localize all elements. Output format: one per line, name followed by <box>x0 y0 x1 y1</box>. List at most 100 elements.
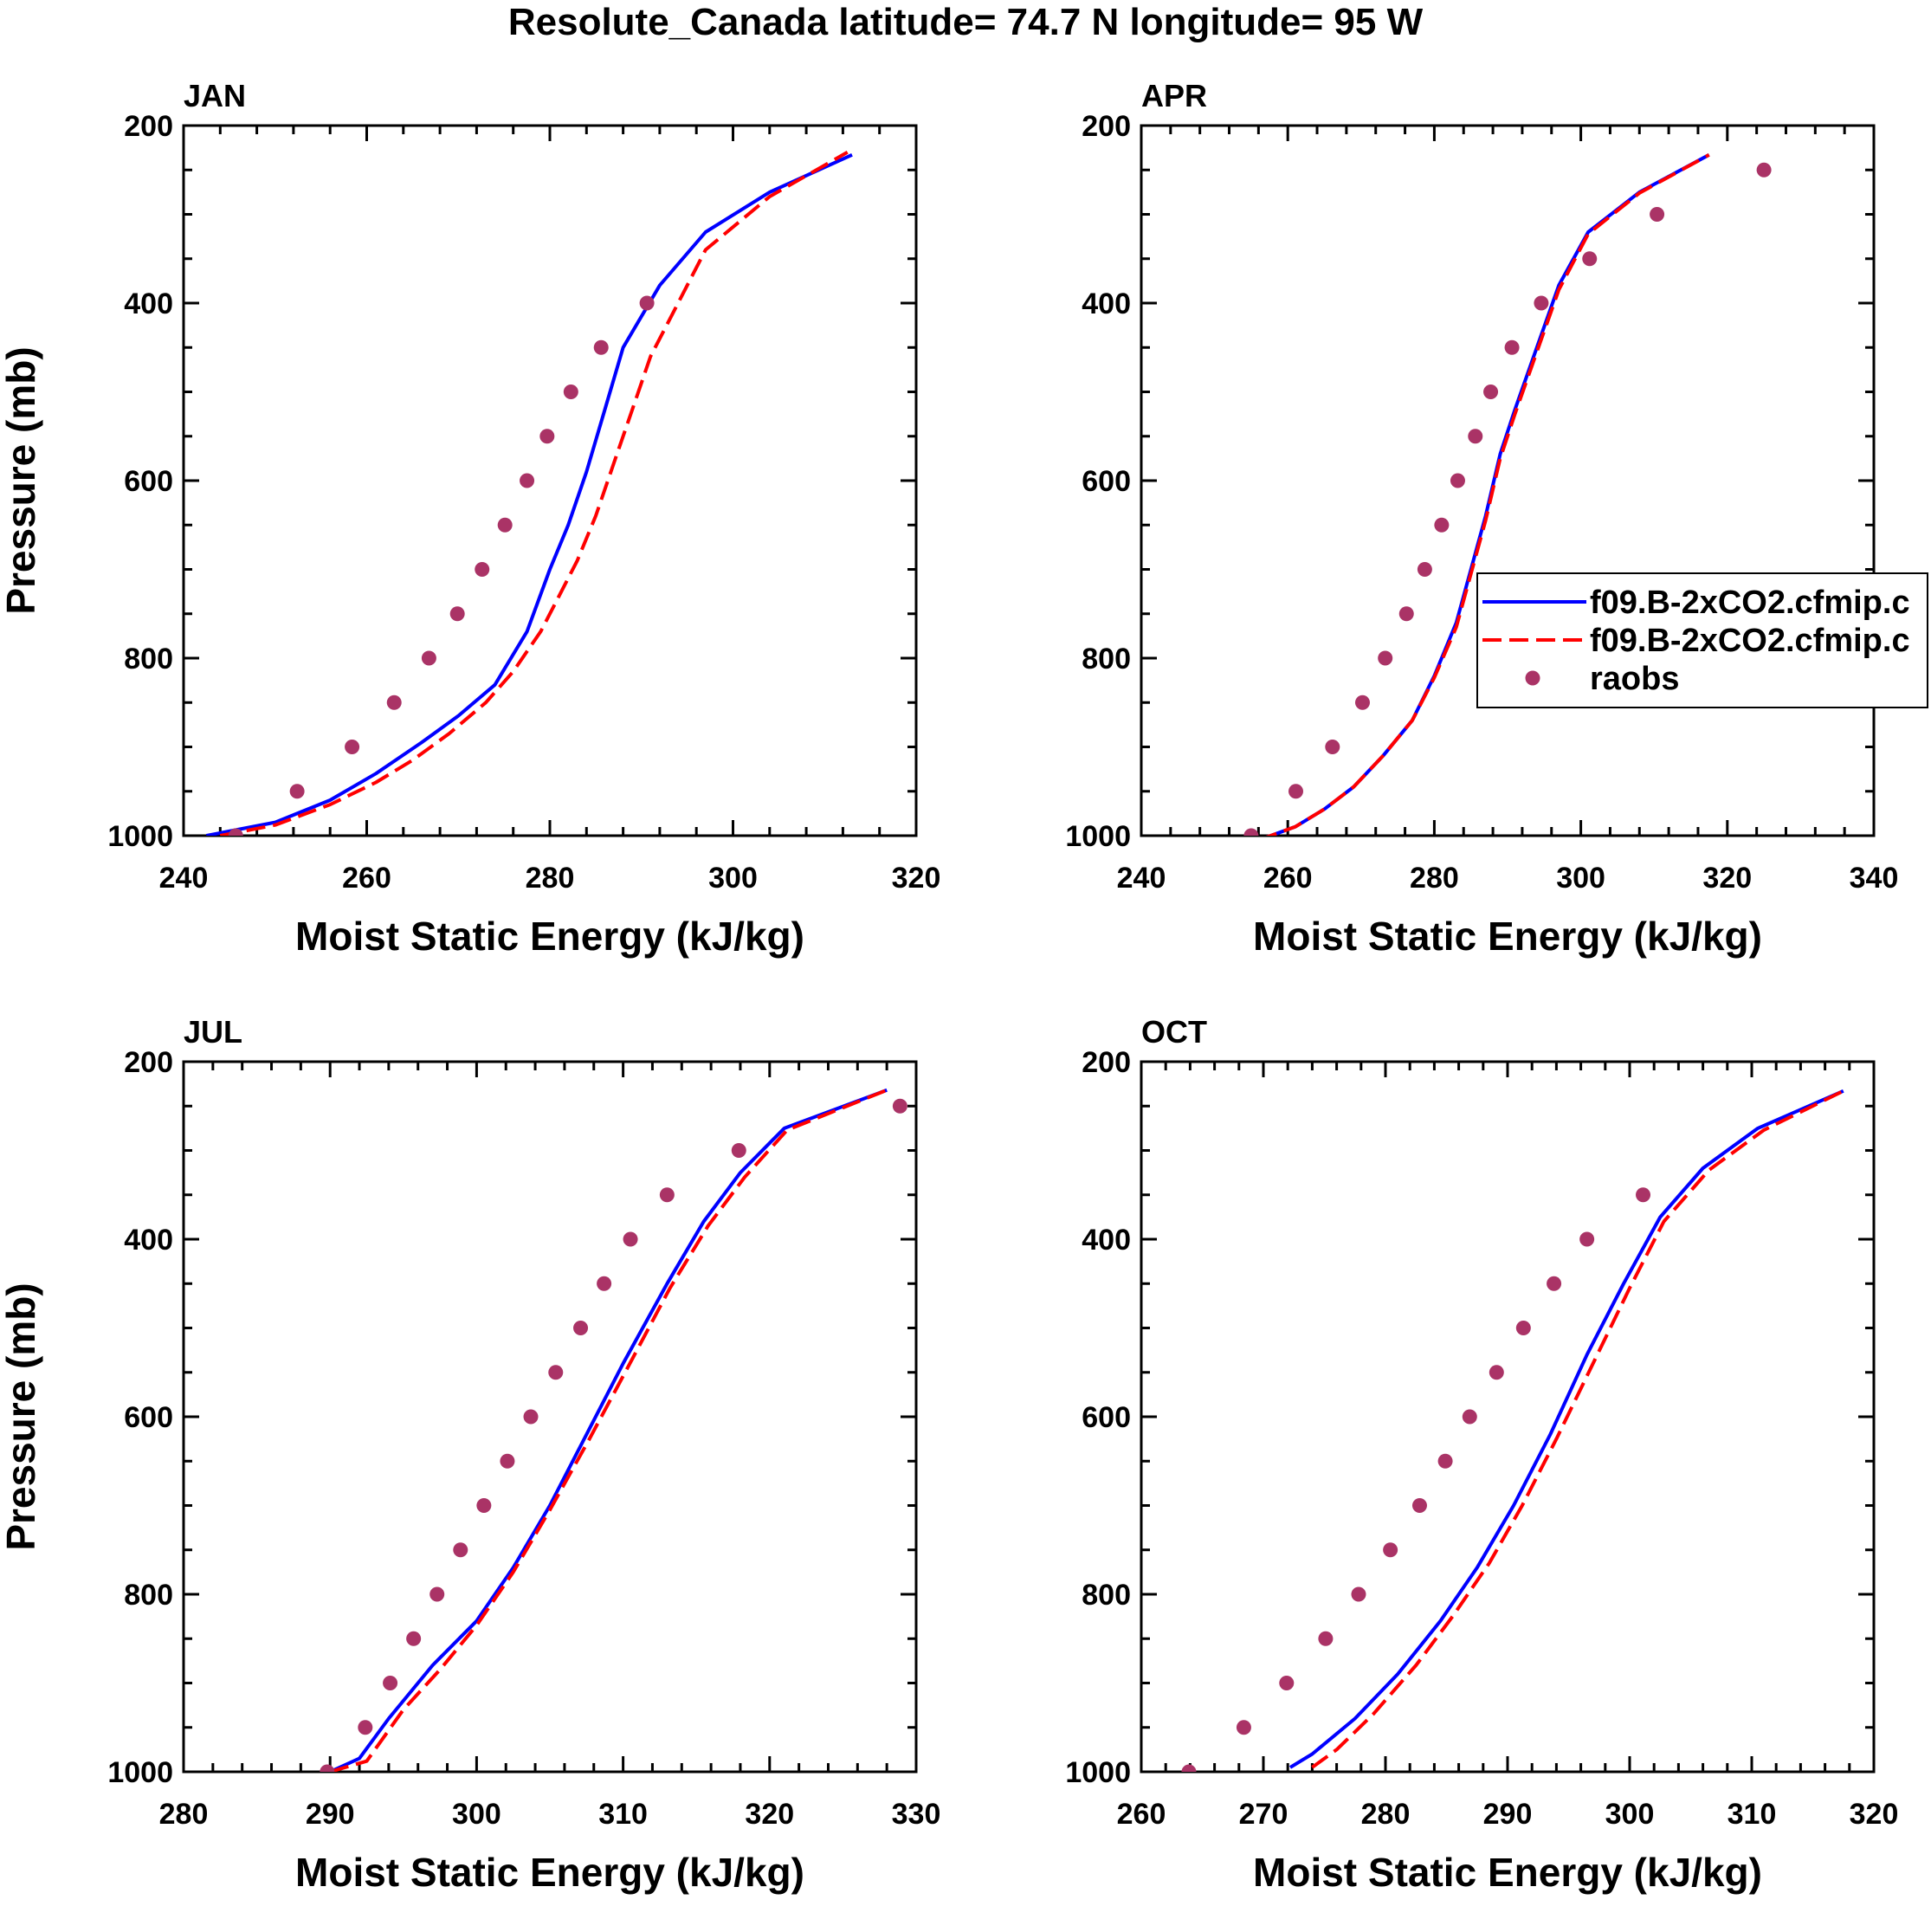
chart-panel-oct: 260 270 280 290 300 310 320 200 400 600 800 1000 OCT… <box>1065 1014 1898 1895</box>
raobs-point <box>1398 606 1414 622</box>
series-line-solid <box>206 152 853 836</box>
raobs-point <box>476 1498 492 1513</box>
x-tick-label: 320 <box>745 1798 794 1831</box>
raobs-point <box>1411 1498 1427 1513</box>
legend-label: raobs <box>1590 661 1679 697</box>
y-tick-label: 1000 <box>107 820 173 853</box>
raobs-point <box>1547 1276 1562 1291</box>
y-axis-label: Pressure (mb) <box>0 1283 43 1550</box>
x-tick-label: 280 <box>1410 862 1459 895</box>
y-tick-label: 800 <box>124 643 173 675</box>
x-tick-label: 340 <box>1850 862 1899 895</box>
series-group <box>1243 153 1772 836</box>
raobs-point <box>358 1720 373 1735</box>
x-tick-label: 320 <box>892 862 941 895</box>
raobs-point <box>1515 1321 1531 1335</box>
y-tick-label: 600 <box>1082 1401 1131 1434</box>
y-tick-label: 200 <box>124 110 173 143</box>
raobs-point <box>1417 562 1432 577</box>
x-tick-label: 260 <box>1117 1798 1166 1831</box>
raobs-point <box>520 473 535 488</box>
chart-panel-apr: 240 260 280 300 320 340 200 400 600 800 1000 APR Moi… <box>1065 78 1898 959</box>
raobs-point <box>659 1187 675 1203</box>
series-group <box>1181 1089 1844 1772</box>
y-tick-label: 600 <box>124 465 173 498</box>
series-line-solid <box>1288 1089 1844 1769</box>
legend-marker <box>1525 670 1540 686</box>
x-tick-label: 300 <box>1605 1798 1655 1831</box>
tick-marks <box>1140 1060 1876 1774</box>
raobs-point <box>1383 1542 1398 1558</box>
raobs-point <box>228 828 243 836</box>
series-line-dashed <box>1265 153 1710 836</box>
raobs-point <box>289 784 305 799</box>
raobs-point <box>1489 1365 1504 1380</box>
series-line-solid <box>329 1088 888 1772</box>
y-tick-label: 1000 <box>1065 1756 1131 1789</box>
y-tick-label: 400 <box>1082 1224 1131 1257</box>
y-tick-label: 400 <box>124 1224 173 1257</box>
x-tick-label: 260 <box>342 862 391 895</box>
raobs-point <box>548 1365 564 1380</box>
raobs-point <box>1450 473 1465 488</box>
raobs-point <box>1468 429 1483 444</box>
raobs-point <box>623 1231 638 1247</box>
x-tick-label: 280 <box>1361 1798 1411 1831</box>
legend: f09.B-2xCO2.cfmip.cf09.B-2xCO2.cfmip.cra… <box>1476 572 1928 708</box>
y-tick-label: 800 <box>1082 643 1131 675</box>
x-tick-label: 270 <box>1239 1798 1288 1831</box>
raobs-point <box>475 562 490 577</box>
plot-frame <box>1140 124 1876 837</box>
raobs-point <box>1279 1676 1295 1690</box>
y-tick-label: 600 <box>1082 465 1131 498</box>
series-line-solid <box>1265 153 1710 836</box>
x-tick-label: 290 <box>1483 1798 1533 1831</box>
raobs-point <box>1236 1720 1251 1735</box>
series-line-dashed <box>219 151 849 836</box>
x-tick-label: 280 <box>526 862 575 895</box>
chart-panel-jan: 240 260 280 300 320 200 400 600 800 1000 JAN Moist … <box>0 78 940 959</box>
raobs-point <box>345 740 360 754</box>
raobs-point <box>383 1676 398 1690</box>
raobs-point <box>563 384 578 399</box>
series-group <box>320 1088 907 1772</box>
x-tick-label: 330 <box>892 1798 941 1831</box>
x-tick-label: 300 <box>708 862 758 895</box>
tick-marks <box>1140 124 1876 837</box>
raobs-point <box>449 606 465 622</box>
panel-title: JUL <box>184 1014 242 1050</box>
chart-panel-jul: 280 290 300 310 320 330 200 400 600 800 1000 JUL Moi… <box>0 1014 940 1895</box>
raobs-point <box>1437 1453 1453 1469</box>
raobs-point <box>1650 207 1665 222</box>
legend-label: f09.B-2xCO2.cfmip.c <box>1590 585 1910 621</box>
y-tick-label: 1000 <box>1065 820 1131 853</box>
raobs-point <box>497 517 513 533</box>
y-tick-label: 400 <box>124 288 173 320</box>
panel-title: OCT <box>1141 1014 1207 1050</box>
plot-frame <box>182 124 918 837</box>
tick-marks <box>182 124 918 837</box>
raobs-point <box>1243 828 1259 836</box>
x-tick-label: 260 <box>1263 862 1313 895</box>
raobs-point <box>639 295 655 311</box>
raobs-point <box>1354 695 1370 710</box>
raobs-point <box>453 1542 468 1558</box>
raobs-point <box>429 1586 445 1602</box>
x-tick-label: 320 <box>1702 862 1752 895</box>
x-tick-label: 300 <box>1556 862 1605 895</box>
y-tick-label: 600 <box>124 1401 173 1434</box>
raobs-point <box>593 339 609 355</box>
y-tick-label: 1000 <box>107 1756 173 1789</box>
panels: 240 260 280 300 320 200 400 600 800 1000 JAN Moist … <box>0 78 1898 1895</box>
raobs-point <box>1434 517 1450 533</box>
raobs-point <box>500 1453 515 1469</box>
raobs-point <box>1288 784 1304 799</box>
raobs-point <box>523 1409 539 1425</box>
plot-frame <box>182 1060 918 1774</box>
x-tick-label: 310 <box>598 1798 648 1831</box>
y-tick-label: 200 <box>1082 1046 1131 1079</box>
raobs-point <box>421 650 436 666</box>
raobs-point <box>1534 295 1549 311</box>
panel-title: APR <box>1141 78 1207 113</box>
